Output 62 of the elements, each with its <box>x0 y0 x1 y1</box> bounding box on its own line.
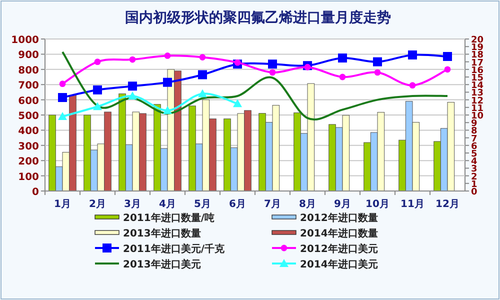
point <box>374 69 381 76</box>
x-tick-label: 1月 <box>54 199 71 210</box>
point <box>198 89 207 98</box>
point <box>128 92 137 100</box>
point <box>128 82 137 91</box>
legend-label: 2013年进口美元 <box>123 258 201 270</box>
x-tick-label: 3月 <box>124 199 141 210</box>
x-tick-label: 6月 <box>229 199 246 210</box>
point <box>58 112 67 120</box>
x-tick-label: 12月 <box>436 199 460 210</box>
point <box>443 52 452 61</box>
legend-label: 2011年进口数量/吨 <box>123 212 214 224</box>
point <box>409 82 416 89</box>
x-tick-label: 5月 <box>194 199 211 210</box>
point <box>408 50 417 60</box>
x-tick-label: 2月 <box>89 199 106 210</box>
point <box>93 85 102 94</box>
legend-label: 2013年进口数量 <box>123 228 201 240</box>
point <box>269 69 276 76</box>
point <box>94 58 101 65</box>
y-tick-label: 500 <box>18 111 40 122</box>
line-series <box>62 50 448 120</box>
point <box>164 52 171 59</box>
point <box>198 70 207 80</box>
y-tick-label: 200 <box>18 156 40 168</box>
y-tick-label: 0 <box>32 187 40 198</box>
point <box>304 64 311 70</box>
point <box>233 99 242 108</box>
y-tick-label: 100 <box>18 172 40 183</box>
legend-label: 2012年进口美元 <box>300 243 378 255</box>
y-tick-label: 800 <box>18 65 40 76</box>
point <box>93 102 102 110</box>
x-tick-label: 4月 <box>159 199 176 210</box>
legend-label: 2011年进口美元/千克 <box>123 243 226 255</box>
y2-tick-label: 0 <box>471 188 478 198</box>
legend-label: 2012年进口数量 <box>300 212 378 224</box>
point <box>339 74 346 80</box>
legend-label: 2014年进口美元 <box>300 258 378 270</box>
point <box>163 106 172 114</box>
y-tick-label: 700 <box>18 80 40 92</box>
point <box>199 54 206 60</box>
chart-title: 国内初级形状的聚四氟乙烯进口量月度走势 <box>125 9 391 26</box>
legend-label: 2014年进口数量 <box>300 228 378 240</box>
point <box>59 80 66 88</box>
point <box>163 78 172 87</box>
y-tick-label: 400 <box>18 126 40 138</box>
point <box>129 56 136 63</box>
x-tick-label: 11月 <box>400 199 424 210</box>
point <box>58 93 67 102</box>
y-tick-label: 1000 <box>11 35 40 46</box>
x-tick-label: 10月 <box>366 199 390 210</box>
point <box>444 66 451 73</box>
y-tick-label: 900 <box>18 50 40 62</box>
x-tick-label: 7月 <box>264 199 281 210</box>
point <box>268 60 277 69</box>
x-tick-label: 9月 <box>334 199 351 210</box>
point <box>373 57 382 66</box>
x-tick-label: 8月 <box>299 199 316 210</box>
y-tick-label: 600 <box>18 96 40 107</box>
y-tick-label: 300 <box>18 141 40 152</box>
point <box>338 54 347 62</box>
point <box>234 59 241 66</box>
